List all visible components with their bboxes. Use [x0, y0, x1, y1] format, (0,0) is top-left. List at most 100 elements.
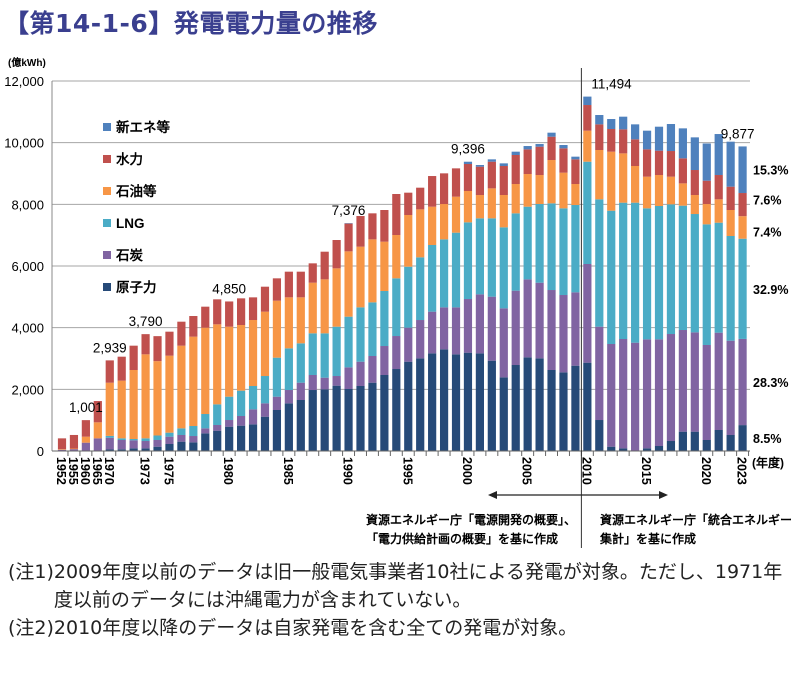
- bar-segment-2013-4: [619, 129, 628, 154]
- x-tick-label: 1980: [221, 457, 235, 485]
- x-tick-label: 2015: [639, 457, 653, 485]
- x-axis-label: (年度): [752, 455, 784, 470]
- x-tick-label: 1970: [102, 457, 116, 485]
- bar-segment-1975-2: [165, 432, 174, 437]
- bar-segment-1993-1: [380, 346, 389, 375]
- bar-segment-1976-3: [177, 345, 186, 429]
- legend-swatch: [103, 155, 111, 163]
- x-tick-label: 1975: [161, 457, 175, 485]
- note-label: (注1): [8, 561, 54, 583]
- bar-segment-2022-3: [726, 210, 735, 236]
- bar-segment-1992-0: [368, 382, 377, 451]
- x-tick-label: 1952: [54, 457, 68, 485]
- bar-segment-2016-1: [654, 339, 664, 447]
- note-1: (注1) 2009年度以前のデータは旧一般電気事業者10社による発電が対象。ただ…: [8, 558, 798, 614]
- bar-segment-1973-4: [141, 334, 150, 355]
- bar-segment-1996-2: [416, 257, 425, 321]
- source-left: 「電力供給計画の概要」を基に作成: [366, 531, 558, 546]
- bar-segment-1975-4: [165, 331, 174, 356]
- bar-segment-1971-2: [117, 438, 126, 440]
- bar-segment-1974-4: [153, 336, 162, 362]
- bar-segment-2000-0: [463, 352, 473, 451]
- bar-segment-1984-1: [272, 396, 282, 410]
- bar-segment-2014-2: [631, 202, 640, 343]
- bar-segment-2021-4: [714, 175, 723, 200]
- share-label: 28.3%: [753, 376, 788, 390]
- bar-segment-1973-0: [141, 448, 150, 451]
- bar-segment-1996-3: [416, 209, 425, 258]
- bar-segment-1955-1: [69, 449, 79, 451]
- total-label-1960: 1,001: [69, 400, 103, 415]
- bar-segment-1994-4: [392, 194, 401, 236]
- bar-segment-2006-4: [535, 146, 544, 176]
- bar-segment-1990-3: [344, 251, 353, 317]
- bar-segment-2004-5: [511, 151, 520, 155]
- bar-segment-2022-5: [726, 141, 735, 187]
- bar-segment-1989-0: [332, 385, 341, 451]
- bar-segment-1979-0: [213, 430, 222, 451]
- bar-segment-2022-4: [726, 186, 735, 211]
- bar-segment-1999-4: [451, 168, 461, 197]
- bar-segment-2007-5: [547, 132, 556, 137]
- bar-segment-1993-0: [380, 374, 389, 451]
- bar-segment-2011-3: [595, 150, 604, 200]
- share-label: 8.5%: [753, 432, 782, 446]
- bar-segment-2007-3: [547, 160, 556, 204]
- bar-segment-1980-4: [225, 301, 234, 327]
- note-text: 2010年度以降のデータは自家発電を含む全ての発電が対象。: [53, 617, 578, 639]
- bar-segment-1986-1: [296, 382, 305, 401]
- bar-segment-2009-1: [571, 292, 580, 366]
- bar-segment-2019-0: [690, 431, 699, 451]
- bar-segment-2005-0: [523, 357, 532, 451]
- bar-segment-2005-5: [523, 146, 532, 150]
- bar-segment-1985-2: [284, 348, 293, 391]
- legend-label: LNG: [116, 216, 145, 231]
- share-label: 15.3%: [753, 164, 788, 178]
- bar-segment-1990-4: [344, 223, 353, 252]
- bar-segment-1975-1: [165, 436, 174, 445]
- bar-segment-1989-4: [332, 240, 341, 269]
- bar-segment-2022-0: [726, 434, 735, 451]
- bar-segment-1981-1: [237, 416, 246, 426]
- bar-segment-1994-0: [392, 369, 401, 451]
- bar-segment-1973-2: [141, 438, 150, 442]
- bar-segment-1991-1: [356, 361, 365, 387]
- total-label-1980: 4,850: [212, 281, 246, 296]
- bar-segment-1993-3: [380, 241, 389, 292]
- notes: (注1) 2009年度以前のデータは旧一般電気事業者10社による発電が対象。ただ…: [8, 558, 798, 642]
- bar-segment-1997-3: [428, 206, 437, 246]
- bar-segment-2009-4: [571, 159, 580, 185]
- bar-segment-2012-3: [607, 151, 616, 211]
- bar-segment-2009-2: [571, 205, 580, 293]
- source-right: 集計」を基に作成: [599, 531, 696, 546]
- bar-segment-1995-1: [404, 327, 413, 362]
- bar-segment-2003-2: [499, 227, 508, 309]
- bar-segment-1982-4: [248, 297, 258, 321]
- bar-segment-2001-2: [475, 218, 484, 295]
- bar-segment-2008-5: [559, 145, 568, 149]
- bar-segment-1980-1: [225, 420, 234, 427]
- bar-segment-1981-2: [237, 390, 246, 417]
- bar-segment-2015-3: [642, 176, 652, 209]
- bar-segment-1975-0: [165, 444, 174, 451]
- x-tick-label: 1973: [138, 457, 152, 485]
- bar-segment-1993-2: [380, 291, 389, 347]
- bar-segment-2017-4: [666, 151, 676, 177]
- bar-segment-2021-3: [714, 199, 723, 223]
- page-title: 【第14-1-6】発電電力量の推移: [4, 9, 378, 38]
- bar-segment-2015-0: [642, 448, 652, 451]
- bar-segment-2009-0: [571, 365, 580, 451]
- bar-segment-2003-4: [499, 166, 508, 196]
- bar-segment-2003-5: [499, 163, 508, 167]
- bar-segment-2014-3: [631, 166, 640, 203]
- bar-segment-2023-0: [738, 425, 747, 451]
- bar-segment-2000-2: [463, 222, 473, 300]
- bar-segment-2023-3: [738, 216, 747, 239]
- legend-swatch: [103, 123, 111, 131]
- bar-segment-1985-1: [284, 390, 293, 404]
- bar-segment-1970-1: [105, 437, 114, 450]
- bar-segment-1976-2: [177, 428, 186, 435]
- bar-segment-2022-2: [726, 235, 735, 341]
- bar-segment-1994-2: [392, 278, 401, 337]
- bar-segment-1974-3: [153, 361, 162, 436]
